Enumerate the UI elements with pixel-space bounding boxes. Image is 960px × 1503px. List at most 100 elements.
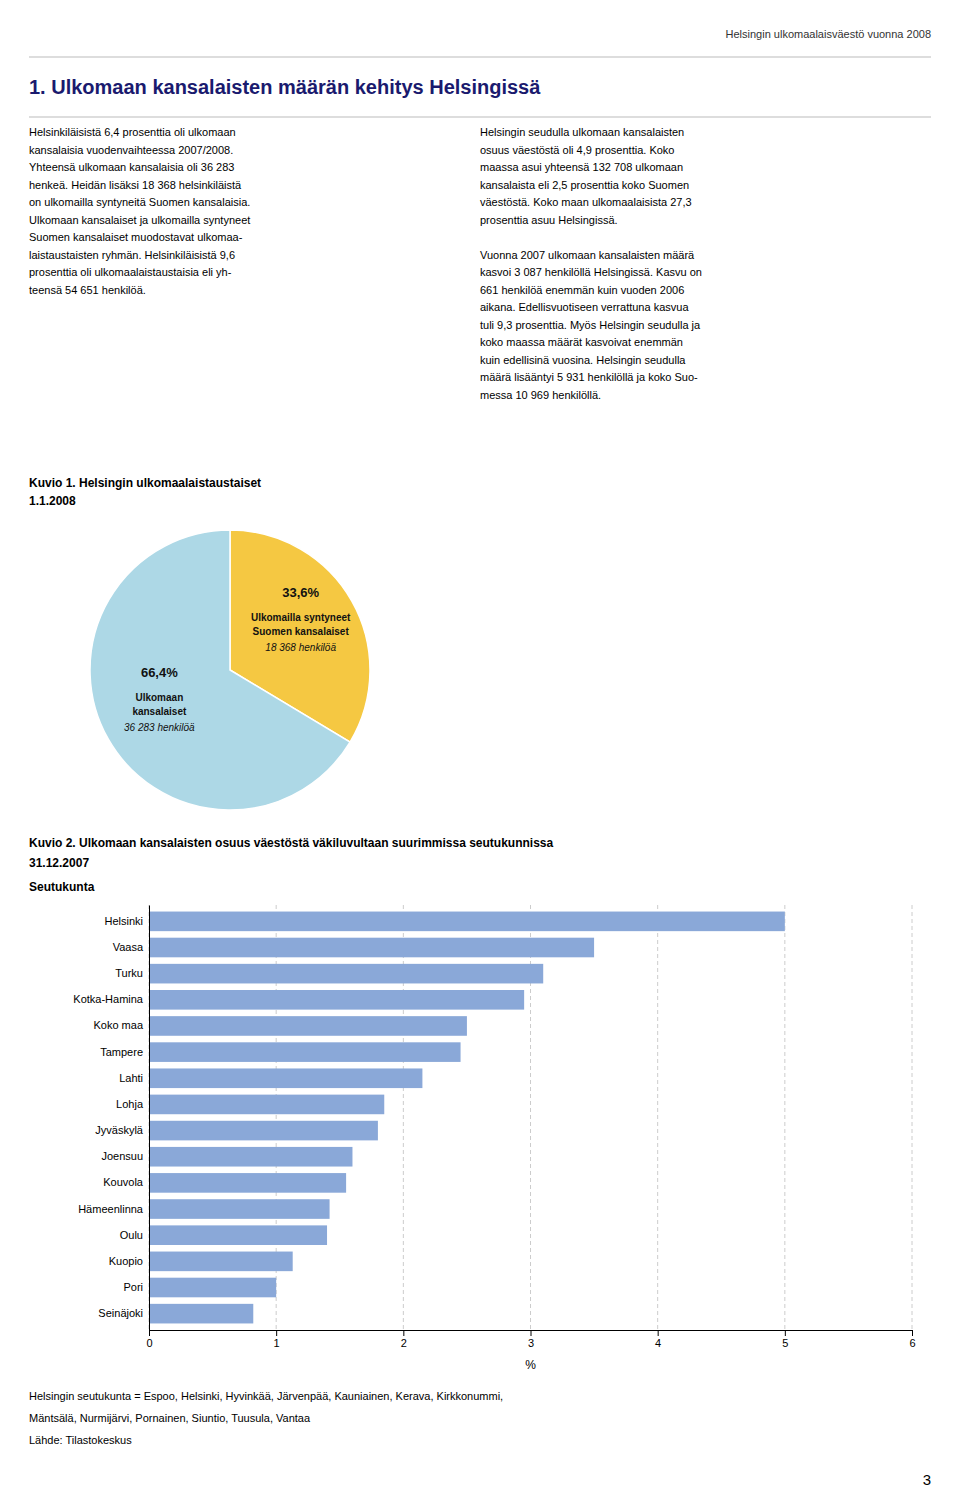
- chart-title: Kuvio 2. Ulkomaan kansalaisten osuus väe…: [29, 836, 554, 850]
- pie-labels: 33,6%Ulkomailla syntyneetSuomen kansalai…: [124, 585, 351, 732]
- body-text: Vuonna 2007 ulkomaan kansalaisten määrä: [480, 249, 695, 261]
- rule: [29, 117, 931, 118]
- body-text: Ulkomaan kansalaiset ja ulkomailla synty…: [29, 214, 250, 226]
- tick-mark: [403, 1330, 404, 1336]
- bar: [149, 938, 594, 958]
- tick: Kouvola: [103, 1176, 144, 1188]
- tick-label: Lohja: [116, 1098, 144, 1110]
- axis-title: Seutukunta: [29, 880, 95, 894]
- bar: [149, 1252, 293, 1272]
- tick-label: Kouvola: [103, 1176, 144, 1188]
- tick-label: Vaasa: [113, 941, 144, 953]
- body-text: osuus väestöstä oli 4,9 prosenttia. Koko: [480, 144, 674, 156]
- chart-subtitle: 1.1.2008: [29, 494, 76, 508]
- tick-label: 0: [146, 1337, 152, 1349]
- tick-label: Tampere: [100, 1046, 143, 1058]
- body-text: teensä 54 651 henkilöä.: [29, 284, 146, 296]
- grid-line: [912, 905, 913, 1330]
- section-title: 1. Ulkomaan kansalaisten määrän kehitys …: [29, 76, 541, 98]
- tick: Lohja: [116, 1098, 144, 1110]
- pie-slice: [90, 530, 350, 810]
- grid-line: [784, 905, 785, 1330]
- body-text: Suomen kansalaiset muodostavat ulkomaa-: [29, 231, 243, 243]
- bar: [149, 964, 543, 984]
- tick-mark: [276, 1330, 277, 1336]
- bar: [149, 912, 785, 932]
- tick: Hämeenlinna: [78, 1203, 144, 1215]
- slice-label: Ulkomaan: [135, 692, 183, 703]
- body-text: aikana. Edellisvuotiseen verrattuna kasv…: [480, 301, 689, 313]
- footer-text: Helsingin seutukunta = Espoo, Helsinki, …: [29, 1390, 503, 1402]
- annotation: 18 368 henkilöä: [265, 642, 336, 653]
- grid: [149, 905, 912, 1330]
- tick-label: Helsinki: [104, 915, 143, 927]
- footer-text: Lähde: Tilastokeskus: [29, 1434, 132, 1446]
- axis-line: [149, 906, 150, 1331]
- body-text: kansalaisia vuodenvaihteessa 2007/2008.: [29, 144, 233, 156]
- tick-mark: [785, 1330, 786, 1336]
- bar: [149, 1147, 352, 1167]
- tick: Koko maa: [93, 1019, 143, 1031]
- body-text: määrä lisääntyi 5 931 henkilöllä ja koko…: [480, 371, 698, 383]
- tick-label: Oulu: [120, 1229, 143, 1241]
- bars: [149, 912, 785, 1324]
- slice-label: kansalaiset: [132, 706, 187, 717]
- tick-label: 2: [401, 1337, 407, 1349]
- tick: 6: [909, 1330, 915, 1349]
- tick: 5: [782, 1330, 788, 1349]
- page: Helsingin ulkomaalaisväestö vuonna 20081…: [0, 0, 960, 1503]
- y-axis: Helsinki Vaasa Turku Kotka-Hamina Koko maa Ta…: [73, 906, 149, 1331]
- tick-label: Jyväskylä: [95, 1124, 144, 1136]
- tick-label: 4: [655, 1337, 661, 1349]
- body-text: kansalaista eli 2,5 prosenttia koko Suom…: [480, 179, 689, 191]
- bar: [149, 1304, 253, 1324]
- grid-line: [657, 905, 658, 1330]
- body-text: koko maassa määrät kasvoivat enemmän: [480, 336, 683, 348]
- tick-label: Pori: [123, 1281, 143, 1293]
- body-text: Helsinkiläisistä 6,4 prosenttia oli ulko…: [29, 126, 236, 138]
- body-text: on ulkomailla syntyneitä Suomen kansalai…: [29, 196, 250, 208]
- tick: Jyväskylä: [95, 1124, 144, 1136]
- chart-title: Kuvio 1. Helsingin ulkomaalaistaustaiset: [29, 476, 261, 490]
- bar: [149, 1225, 327, 1245]
- tick: Vaasa: [113, 941, 144, 953]
- footer-text: Mäntsälä, Nurmijärvi, Pornainen, Siuntio…: [29, 1412, 311, 1424]
- bar: [149, 1068, 422, 1088]
- tick-label: 1: [274, 1337, 280, 1349]
- tick: 3: [528, 1330, 534, 1349]
- bar: [149, 1095, 384, 1115]
- bar: [149, 1278, 276, 1298]
- tick: Helsinki: [104, 915, 143, 927]
- tick: Lahti: [119, 1072, 143, 1084]
- tick-mark: [658, 1330, 659, 1336]
- x-axis: 0 1 2 3 4 5 6: [146, 1330, 915, 1349]
- tick: 4: [655, 1330, 661, 1349]
- slice-label: Suomen kansalaiset: [253, 626, 350, 637]
- tick-mark: [912, 1330, 913, 1336]
- tick-label: Joensuu: [101, 1150, 143, 1162]
- bar: [149, 1173, 346, 1193]
- tick-label: Seinäjoki: [98, 1307, 143, 1319]
- tick: Oulu: [120, 1229, 143, 1241]
- grid-line: [149, 905, 150, 1330]
- axis-title: %: [525, 1358, 536, 1372]
- body-text: kuin edellisinä vuosina. Helsingin seudu…: [480, 354, 686, 366]
- body-text: laistaustaisten ryhmän. Helsinkiläisistä…: [29, 249, 235, 261]
- tick-label: 3: [528, 1337, 534, 1349]
- tick-label: Koko maa: [93, 1019, 143, 1031]
- body-text: prosenttia asuu Helsingissä.: [480, 214, 618, 226]
- tick-label: Kotka-Hamina: [73, 993, 144, 1005]
- tick-label: Turku: [115, 967, 143, 979]
- bar: [149, 1121, 378, 1141]
- tick: Kuopio: [109, 1255, 143, 1267]
- body-text: tuli 9,3 prosenttia. Myös Helsingin seud…: [480, 319, 701, 331]
- tick-label: Hämeenlinna: [78, 1203, 144, 1215]
- bar: [149, 1042, 461, 1062]
- tick: Turku: [115, 967, 143, 979]
- body-text: Yhteensä ulkomaan kansalaisia oli 36 283: [29, 161, 234, 173]
- body-text: henkeä. Heidän lisäksi 18 368 helsinkilä…: [29, 179, 242, 191]
- body-text: väestöstä. Koko maan ulkomaalaisista 27,…: [480, 196, 692, 208]
- bar: [149, 990, 524, 1010]
- slice-label: Ulkomailla syntyneet: [251, 612, 351, 623]
- pie: [90, 530, 370, 810]
